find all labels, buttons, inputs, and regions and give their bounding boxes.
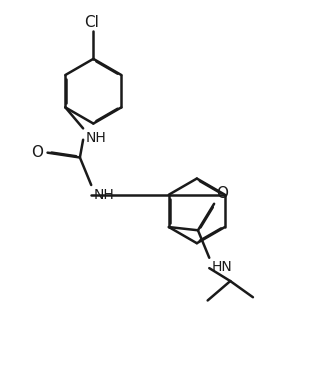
Text: NH: NH	[94, 188, 114, 202]
Text: O: O	[31, 145, 43, 160]
Text: HN: HN	[212, 260, 233, 275]
Text: O: O	[216, 185, 228, 201]
Text: Cl: Cl	[84, 15, 99, 30]
Text: NH: NH	[86, 131, 107, 145]
